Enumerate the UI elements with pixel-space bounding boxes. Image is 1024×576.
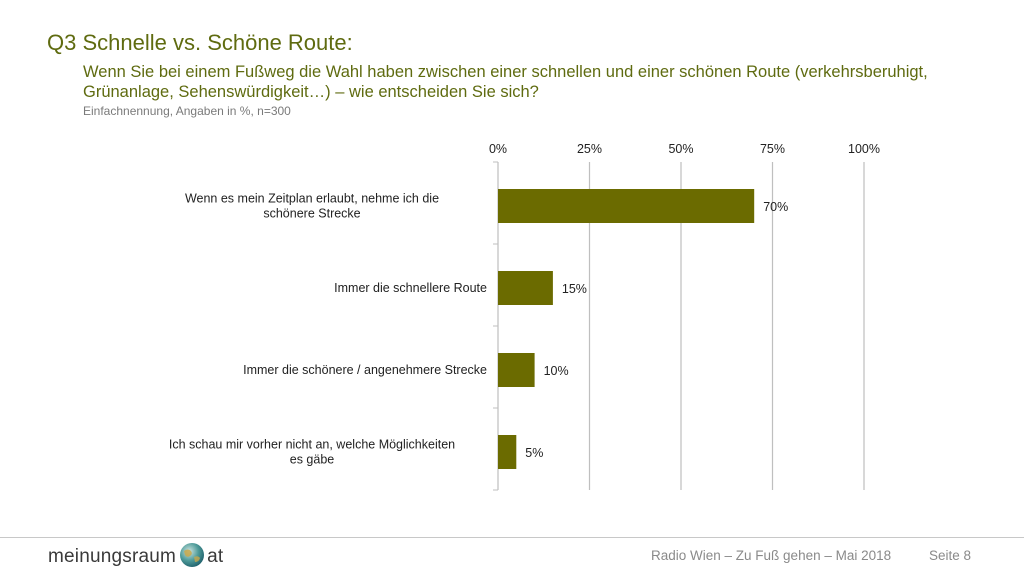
x-tick-label: 75% bbox=[760, 142, 785, 156]
data-label: 70% bbox=[763, 200, 788, 214]
x-tick-label: 100% bbox=[848, 142, 880, 156]
data-label: 5% bbox=[525, 446, 543, 460]
x-tick-label: 50% bbox=[668, 142, 693, 156]
logo-text-right: at bbox=[207, 546, 224, 567]
sample-note: Einfachnennung, Angaben in %, n=300 bbox=[83, 104, 291, 118]
page-number: Seite 8 bbox=[929, 548, 972, 563]
x-tick-label: 25% bbox=[577, 142, 602, 156]
bar bbox=[498, 435, 517, 469]
x-tick-label: 0% bbox=[489, 142, 507, 156]
globe-icon bbox=[179, 542, 205, 573]
category-label: Wenn es mein Zeitplan erlaubt, nehme ich… bbox=[185, 192, 439, 221]
footer-divider bbox=[0, 537, 1024, 538]
company-logo: meinungsraum at bbox=[48, 542, 223, 572]
logo-text-left: meinungsraum bbox=[48, 546, 177, 567]
slide-subtitle: Wenn Sie bei einem Fußweg die Wahl haben… bbox=[83, 63, 928, 101]
data-label: 15% bbox=[562, 282, 587, 296]
bar bbox=[498, 353, 535, 387]
category-label: Immer die schnellere Route bbox=[334, 281, 487, 295]
category-label: Immer die schönere / angenehmere Strecke bbox=[243, 363, 487, 377]
bar bbox=[498, 189, 755, 223]
category-label: Ich schau mir vorher nicht an, welche Mö… bbox=[169, 438, 455, 467]
data-label: 10% bbox=[544, 364, 569, 378]
footer-source: Radio Wien – Zu Fuß gehen – Mai 2018 bbox=[651, 548, 892, 563]
bar bbox=[498, 271, 553, 305]
slide-title: Q3 Schnelle vs. Schöne Route: bbox=[47, 30, 353, 55]
